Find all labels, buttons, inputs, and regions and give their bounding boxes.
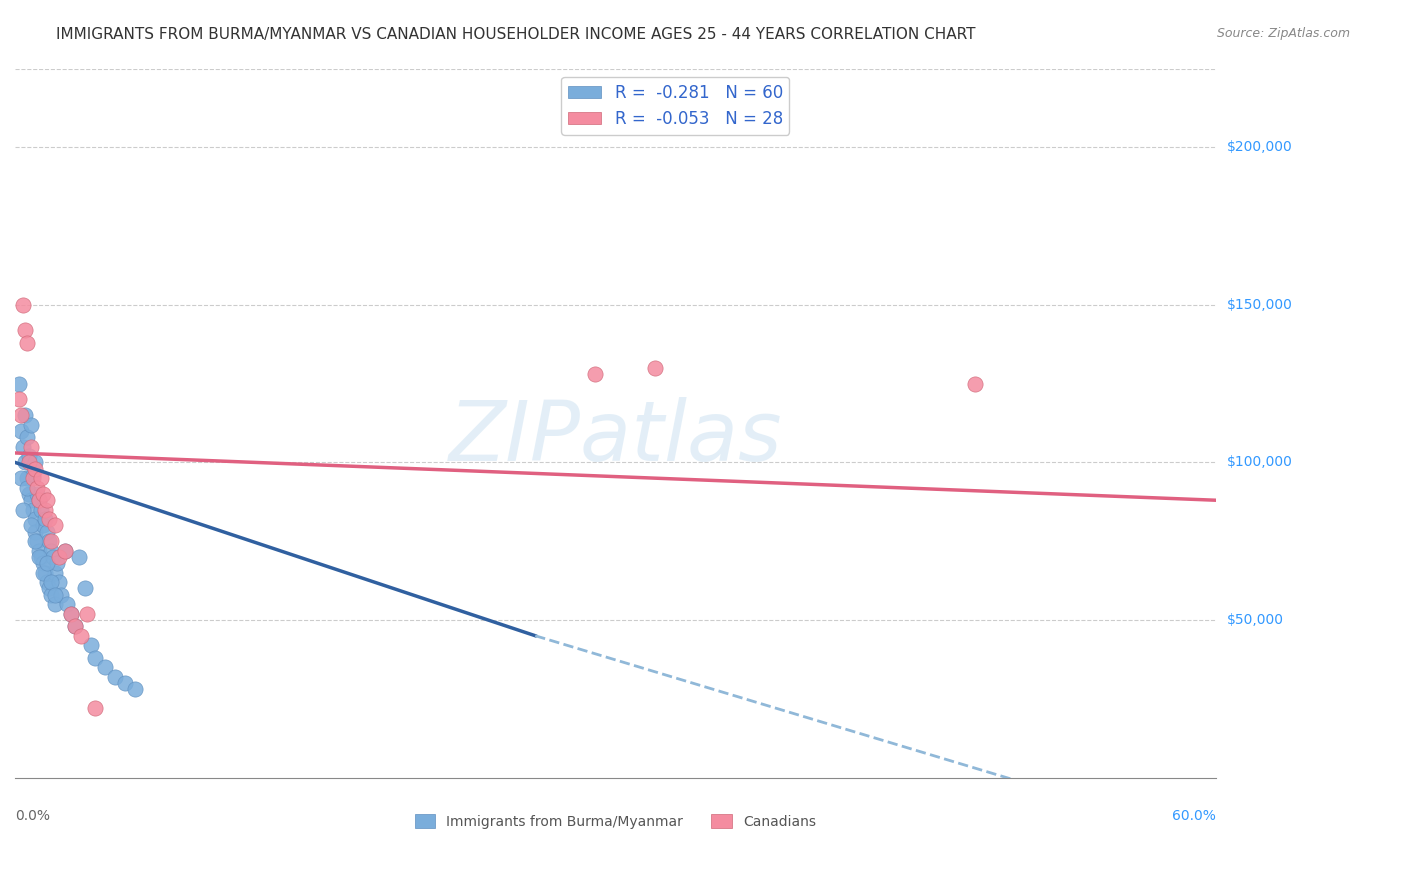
Point — [114, 676, 136, 690]
Point — [8, 376, 31, 391]
Point — [94, 660, 117, 674]
Point — [39, 588, 62, 602]
Point — [644, 360, 666, 375]
Point — [21, 468, 44, 483]
Point — [24, 524, 46, 539]
Point — [15, 481, 38, 495]
Text: ZIPatlas: ZIPatlas — [449, 397, 782, 478]
Point — [44, 597, 66, 611]
Point — [80, 638, 103, 652]
Point — [39, 575, 62, 590]
Point — [14, 408, 37, 422]
Point — [25, 487, 48, 501]
Text: 0.0%: 0.0% — [15, 809, 51, 823]
Point — [42, 549, 65, 564]
Point — [48, 549, 70, 564]
Point — [30, 471, 52, 485]
Point — [18, 449, 41, 463]
Text: $50,000: $50,000 — [1226, 613, 1284, 627]
Point — [28, 493, 51, 508]
Point — [8, 392, 31, 407]
Point — [44, 566, 66, 580]
Point — [10, 408, 32, 422]
Point — [32, 518, 55, 533]
Point — [18, 487, 41, 501]
Point — [56, 597, 79, 611]
Point — [46, 556, 69, 570]
Point — [24, 534, 46, 549]
Point — [32, 556, 55, 570]
Point — [34, 566, 56, 580]
Point — [583, 367, 606, 381]
Point — [32, 487, 55, 501]
Point — [10, 471, 32, 485]
Point — [14, 455, 37, 469]
Point — [20, 518, 42, 533]
Point — [60, 607, 83, 621]
Point — [30, 502, 52, 516]
Point — [53, 543, 76, 558]
Point — [49, 588, 72, 602]
Point — [25, 481, 48, 495]
Point — [20, 493, 42, 508]
Point — [14, 323, 37, 337]
Text: $100,000: $100,000 — [1226, 456, 1292, 469]
Point — [18, 455, 41, 469]
Point — [24, 455, 46, 469]
Point — [11, 502, 34, 516]
Point — [32, 566, 55, 580]
Point — [124, 682, 146, 697]
Point — [38, 534, 60, 549]
Point — [44, 588, 66, 602]
Point — [28, 543, 51, 558]
Text: IMMIGRANTS FROM BURMA/MYANMAR VS CANADIAN HOUSEHOLDER INCOME AGES 25 - 44 YEARS : IMMIGRANTS FROM BURMA/MYANMAR VS CANADIA… — [56, 27, 976, 42]
Point — [25, 534, 48, 549]
Point — [53, 543, 76, 558]
Point — [15, 335, 38, 350]
Text: Source: ZipAtlas.com: Source: ZipAtlas.com — [1216, 27, 1350, 40]
Text: $150,000: $150,000 — [1226, 298, 1292, 312]
Point — [39, 534, 62, 549]
Point — [28, 493, 51, 508]
Point — [11, 298, 34, 312]
Point — [70, 629, 93, 643]
Point — [38, 512, 60, 526]
Point — [38, 582, 60, 596]
Point — [76, 607, 98, 621]
Point — [15, 430, 38, 444]
Point — [21, 471, 44, 485]
Legend: Immigrants from Burma/Myanmar, Canadians: Immigrants from Burma/Myanmar, Canadians — [409, 808, 821, 834]
Point — [15, 471, 38, 485]
Point — [63, 619, 86, 633]
Point — [20, 417, 42, 432]
Point — [10, 424, 32, 438]
Point — [11, 440, 34, 454]
Point — [63, 619, 86, 633]
Point — [24, 512, 46, 526]
Point — [34, 502, 56, 516]
Point — [44, 518, 66, 533]
Point — [84, 701, 107, 715]
Point — [965, 376, 987, 391]
Point — [35, 556, 58, 570]
Point — [60, 607, 83, 621]
Point — [35, 575, 58, 590]
Point — [20, 440, 42, 454]
Point — [35, 524, 58, 539]
Point — [73, 582, 96, 596]
Point — [30, 549, 52, 564]
Point — [48, 575, 70, 590]
Point — [34, 512, 56, 526]
Text: 60.0%: 60.0% — [1171, 809, 1216, 823]
Point — [24, 461, 46, 475]
Point — [67, 549, 90, 564]
Point — [39, 543, 62, 558]
Point — [21, 502, 44, 516]
Point — [84, 650, 107, 665]
Text: $200,000: $200,000 — [1226, 140, 1292, 154]
Point — [28, 549, 51, 564]
Point — [35, 493, 58, 508]
Point — [104, 670, 127, 684]
